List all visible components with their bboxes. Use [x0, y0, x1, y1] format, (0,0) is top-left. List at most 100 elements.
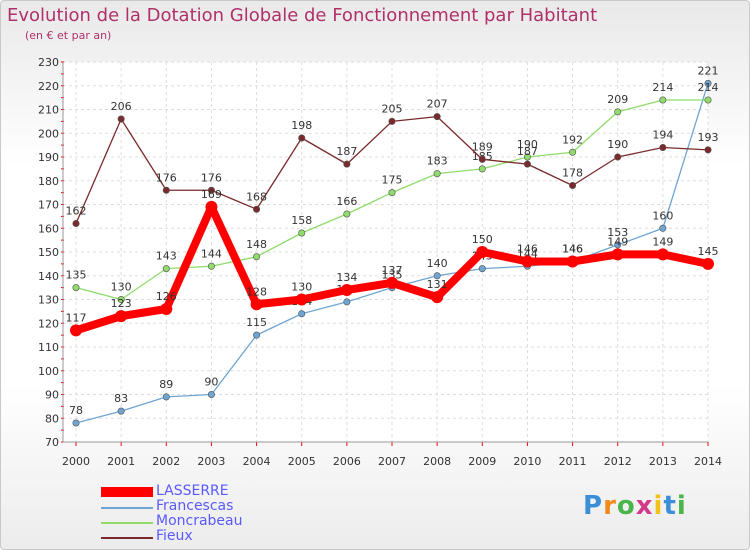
legend-swatch: [101, 537, 153, 539]
data-label: 144: [201, 247, 222, 260]
data-point: [343, 160, 351, 168]
data-label: 150: [472, 233, 493, 246]
data-point: [298, 310, 306, 318]
data-label: 140: [427, 257, 448, 270]
y-tick-label: 110: [38, 341, 59, 354]
data-label: 162: [66, 205, 87, 218]
data-point: [117, 295, 125, 303]
data-label: 158: [291, 214, 312, 227]
data-label: 135: [66, 269, 87, 282]
y-tick-label: 170: [38, 199, 59, 212]
data-point: [298, 229, 306, 237]
data-label: 207: [427, 98, 448, 111]
y-tick-label: 180: [38, 175, 59, 188]
data-label: 214: [698, 81, 719, 94]
data-label: 146: [517, 243, 538, 256]
data-point: [250, 298, 263, 311]
data-point: [523, 153, 531, 161]
data-point: [388, 189, 396, 197]
data-label: 176: [156, 171, 177, 184]
y-tick-label: 140: [38, 270, 59, 283]
data-label: 83: [114, 392, 128, 405]
data-label: 137: [382, 264, 403, 277]
chart-subtitle: (en € et par an): [25, 29, 112, 42]
data-point: [614, 241, 622, 249]
data-point: [253, 205, 261, 213]
y-tick-label: 100: [38, 365, 59, 378]
data-label: 126: [156, 290, 177, 303]
x-tick-label: 2007: [378, 455, 406, 468]
data-point: [433, 113, 441, 121]
data-point: [253, 253, 261, 261]
data-point: [388, 117, 396, 125]
y-tick-label: 160: [38, 222, 59, 235]
data-label: 168: [246, 190, 267, 203]
data-point: [72, 220, 80, 228]
data-point: [478, 165, 486, 173]
data-point: [433, 272, 441, 280]
data-label: 128: [246, 285, 267, 298]
data-label: 149: [607, 235, 628, 248]
y-tick-label: 120: [38, 317, 59, 330]
data-point: [566, 255, 579, 268]
data-label: 130: [291, 281, 312, 294]
data-label: 183: [427, 155, 448, 168]
data-label: 194: [652, 129, 673, 142]
y-tick-label: 80: [45, 412, 59, 425]
data-point: [656, 248, 669, 261]
data-point: [569, 148, 577, 156]
data-label: 135: [382, 269, 403, 282]
data-point: [207, 186, 215, 194]
data-point: [521, 255, 534, 268]
data-point: [253, 331, 261, 339]
data-point: [659, 224, 667, 232]
y-tick-label: 190: [38, 151, 59, 164]
data-point: [117, 407, 125, 415]
data-label: 149: [652, 235, 673, 248]
x-tick-label: 2004: [243, 455, 271, 468]
x-tick-label: 2005: [288, 455, 316, 468]
legend-label: Francescas: [156, 498, 234, 514]
x-tick-label: 2011: [559, 455, 587, 468]
data-label: 178: [562, 167, 583, 180]
data-point: [433, 170, 441, 178]
y-tick-label: 150: [38, 246, 59, 259]
x-tick-label: 2006: [333, 455, 361, 468]
x-tick-label: 2013: [649, 455, 677, 468]
data-point: [704, 79, 712, 87]
legend-swatch: [101, 522, 153, 524]
data-point: [162, 186, 170, 194]
data-label: 146: [562, 243, 583, 256]
data-label: 117: [66, 311, 87, 324]
data-point: [431, 291, 444, 304]
y-tick-label: 200: [38, 127, 59, 140]
data-point: [702, 257, 714, 270]
data-label: 205: [382, 102, 403, 115]
y-tick-label: 130: [38, 294, 59, 307]
x-tick-label: 2010: [513, 455, 541, 468]
data-point: [659, 144, 667, 152]
x-tick-label: 2014: [694, 455, 722, 468]
data-label: 209: [607, 93, 628, 106]
x-tick-label: 2008: [423, 455, 451, 468]
data-point: [205, 200, 218, 213]
data-point: [614, 153, 622, 161]
data-label: 169: [201, 188, 222, 201]
data-label: 166: [336, 195, 357, 208]
data-point: [343, 210, 351, 218]
data-point: [343, 298, 351, 306]
x-tick-label: 2009: [468, 455, 496, 468]
data-point: [523, 160, 531, 168]
data-point: [704, 96, 712, 104]
data-label: 130: [111, 281, 132, 294]
data-point: [115, 310, 128, 323]
data-point: [117, 115, 125, 123]
x-tick-label: 2012: [604, 455, 632, 468]
x-tick-label: 2000: [62, 455, 90, 468]
y-tick-label: 70: [45, 436, 59, 449]
legend-label: Fieux: [156, 528, 193, 544]
plot-area: [63, 62, 708, 442]
data-point: [611, 248, 624, 261]
